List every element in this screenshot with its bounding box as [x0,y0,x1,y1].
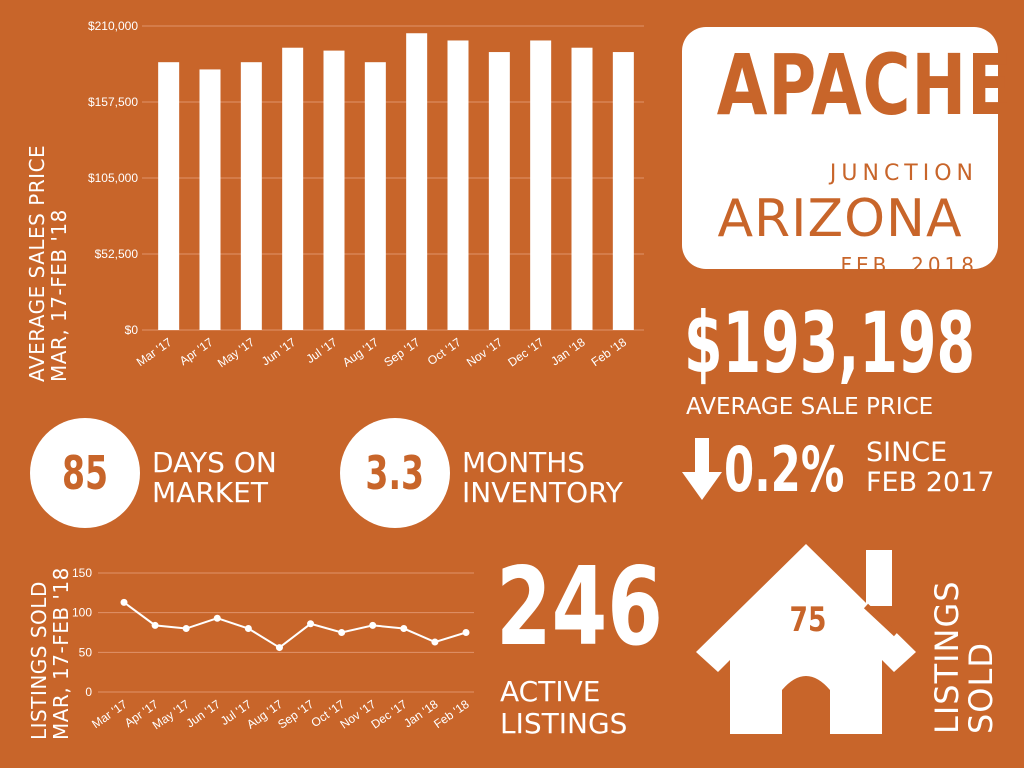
bar-chart-bar [364,62,386,330]
line-chart-point [182,625,190,633]
line-chart-point [462,629,470,636]
line-chart-title-line1: LISTINGS SOLD [27,581,51,740]
since-line2: FEB 2017 [866,467,995,498]
listings-sold-label-line1: LISTINGS [928,580,966,734]
bar-chart-x-tick-label: Sep '17 [381,335,422,370]
bar-chart-bar [199,69,221,330]
bar-chart-bar [323,50,345,330]
down-arrow-icon [682,438,722,500]
listings-sold-label: LISTINGS SOLD [928,580,1000,734]
bar-chart-bar [282,47,304,330]
bar-chart-x-tick-label: May '17 [215,335,257,371]
title-state: ARIZONA [717,189,963,249]
line-chart-x-tick-label: Jun '17 [184,697,224,731]
bar-chart-x-tick-label: Jun '17 [259,335,299,369]
months-inventory-value: 3.3 [365,446,425,500]
line-chart-x-tick-label: Dec '17 [368,697,409,732]
line-chart-point [275,644,283,652]
house-icon [696,544,916,734]
bar-chart-x-tick-label: Dec '17 [505,335,546,370]
days-label-line2: MARKET [152,476,268,509]
line-chart-point [400,625,408,633]
title-card: APACHE JUNCTION ARIZONA FEB, 2018 [682,27,1013,277]
line-chart-series-line [123,601,467,649]
bar-chart-title-line1: AVERAGE SALES PRICE [25,144,49,382]
months-label-line1: MONTHS [462,446,586,479]
since-label: SINCE FEB 2017 [866,438,994,498]
since-line1: SINCE [866,437,948,468]
line-chart-y-tick-label: 100 [72,606,92,620]
line-chart-y-tick-label: 150 [72,566,92,580]
bar-chart-bar [240,62,262,330]
bar-chart-x-tick-label: Jan '18 [548,335,588,369]
line-chart-point [369,621,377,629]
bar-chart-x-tick-label: Apr '17 [177,335,216,368]
title-date: FEB, 2018 [840,253,978,277]
bar-chart-bar [158,62,180,330]
bar-chart-x-tick-label: Mar '17 [134,335,175,369]
months-label-line2: INVENTORY [462,476,623,509]
active-listings-label: ACTIVE LISTINGS [500,676,627,740]
average-sale-price-value: $193,198 [684,294,976,392]
active-listings-value: 246 [496,545,663,670]
bar-chart-bar [406,33,428,330]
average-sales-price-bar-chart: $0 $52,500 $105,000 $157,500 $210,000 Mar '17… [88,19,644,371]
title-junction: JUNCTION [829,161,978,186]
line-chart-point [151,621,159,629]
months-inventory-label: MONTHS INVENTORY [462,448,623,508]
bar-chart-x-tick-label: Jul '17 [304,335,340,366]
days-on-market-label: DAYS ON MARKET [152,448,277,508]
title-city: APACHE [716,36,1013,134]
bar-chart-y-tick-label: $105,000 [88,171,138,185]
line-chart-x-tick-label: Sep '17 [275,697,316,732]
line-chart-point [307,620,315,628]
months-inventory-circle: 3.3 [340,418,450,528]
bar-chart-x-tick-label: Feb '18 [589,335,630,369]
days-on-market-circle: 85 [30,418,140,528]
line-chart-x-tick-label: Mar '17 [89,697,130,731]
bar-chart-x-tick-label: Nov '17 [464,335,505,370]
bar-chart-bar [447,40,469,330]
line-chart-point [213,614,221,622]
listings-sold-value: 75 [789,600,827,640]
bar-chart-y-tick-label: $157,500 [88,95,138,109]
line-chart-y-tick-label: 0 [85,685,92,699]
line-chart-y-tick-label: 50 [79,645,93,659]
price-change-percent: 0.2% [724,433,845,506]
line-chart-point [244,625,252,633]
average-sale-price-label: AVERAGE SALE PRICE [686,394,934,420]
active-label-line1: ACTIVE [500,675,601,708]
listings-sold-label-line2: SOLD [962,642,1000,734]
bar-chart-y-tick-label: $52,500 [95,247,139,261]
days-on-market-value: 85 [61,446,109,500]
bar-chart-bar [488,52,510,331]
line-chart-point [338,629,346,636]
bar-chart-x-tick-label: Oct '17 [425,335,464,368]
days-label-line1: DAYS ON [152,446,277,479]
line-chart-x-tick-label: Feb '18 [431,697,472,731]
bar-chart-bar [612,52,634,331]
line-chart-point [120,598,128,606]
active-label-line2: LISTINGS [500,707,628,740]
line-chart-point [431,638,439,646]
bar-chart-x-tick-label: Aug '17 [340,335,381,370]
bar-chart-y-tick-label: $210,000 [88,19,138,33]
bar-chart-bar [530,40,552,330]
bar-chart-bar [571,47,593,330]
bar-chart-y-tick-label: $0 [125,323,139,337]
